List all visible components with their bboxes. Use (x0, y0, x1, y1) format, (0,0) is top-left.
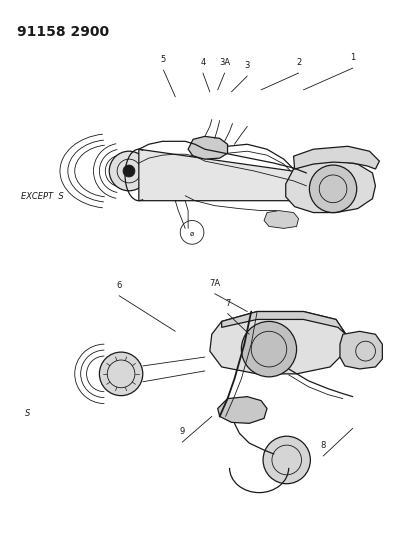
Text: 3: 3 (245, 61, 250, 70)
Text: 4: 4 (200, 58, 206, 67)
Text: 7A: 7A (209, 279, 220, 288)
Polygon shape (218, 397, 267, 423)
Polygon shape (188, 136, 228, 159)
Circle shape (99, 352, 143, 395)
Polygon shape (264, 211, 299, 229)
Text: 91158 2900: 91158 2900 (17, 25, 109, 38)
Text: ø: ø (190, 230, 194, 236)
Text: 6: 6 (116, 281, 122, 290)
Circle shape (309, 165, 357, 213)
Polygon shape (286, 161, 375, 213)
Text: 7: 7 (225, 298, 230, 308)
Text: 9: 9 (180, 427, 185, 436)
Circle shape (263, 436, 310, 484)
Circle shape (109, 151, 149, 191)
Text: EXCEPT  S: EXCEPT S (20, 192, 63, 201)
Text: 5: 5 (161, 55, 166, 64)
Polygon shape (139, 149, 307, 201)
Circle shape (242, 321, 297, 377)
Polygon shape (222, 311, 346, 334)
Text: S: S (24, 409, 30, 418)
Text: 8: 8 (320, 441, 326, 450)
Text: 1: 1 (350, 53, 355, 62)
Polygon shape (210, 311, 346, 374)
Polygon shape (294, 146, 379, 169)
Circle shape (123, 165, 135, 177)
Polygon shape (340, 332, 382, 369)
Text: 3A: 3A (219, 58, 230, 67)
Text: 2: 2 (296, 58, 301, 67)
